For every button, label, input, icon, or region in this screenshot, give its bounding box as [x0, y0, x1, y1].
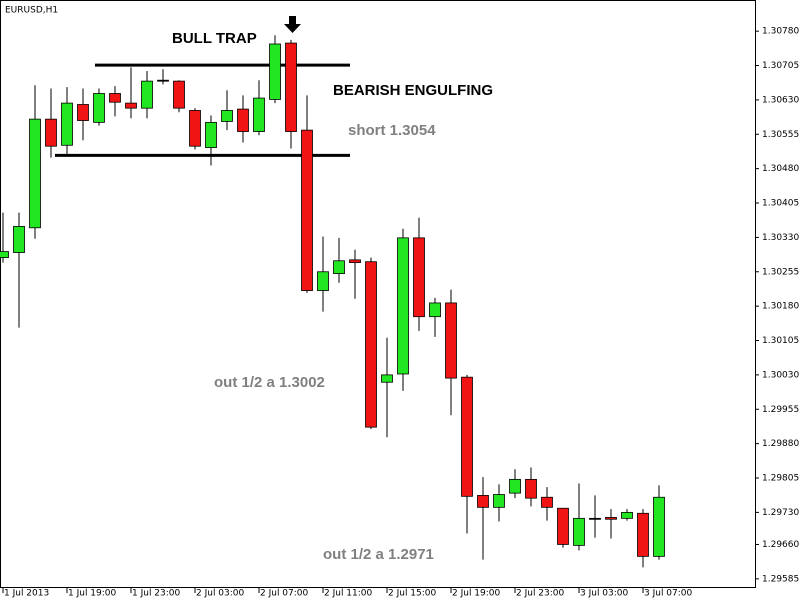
candle-body: [317, 271, 329, 291]
candle-body: [525, 478, 537, 499]
candle-body: [461, 376, 473, 497]
x-tick-label: 2 Jul 11:00: [324, 589, 373, 599]
candle-body: [45, 118, 57, 147]
x-tick-label: 1 Jul 2013: [4, 589, 49, 599]
plot-frame: [0, 0, 756, 588]
y-tick-label: 1.29660: [762, 540, 799, 550]
candle-body: [349, 259, 361, 264]
candle-body: [109, 93, 121, 103]
candle-body: [221, 110, 233, 122]
candle-body: [397, 237, 409, 375]
candle-body: [381, 374, 393, 383]
y-tick-label: 1.29585: [762, 574, 799, 584]
x-tick-label: 3 Jul 03:00: [580, 589, 629, 599]
candle-body: [653, 496, 665, 557]
candle-body: [333, 260, 345, 275]
candle-body: [125, 102, 137, 109]
candle-body: [637, 512, 649, 557]
candle-body: [157, 79, 169, 82]
x-tick-label: 2 Jul 15:00: [388, 589, 437, 599]
candle-body: [205, 121, 217, 148]
x-tick-label: 3 Jul 07:00: [644, 589, 693, 599]
candle-body: [493, 494, 505, 508]
y-tick-label: 1.29805: [762, 474, 799, 484]
candle-body: [61, 102, 73, 146]
candle-body: [269, 43, 281, 100]
candle-body: [13, 226, 25, 253]
candle-body: [541, 496, 553, 508]
y-tick-label: 1.30255: [762, 267, 799, 277]
y-tick-label: 1.30105: [762, 336, 799, 346]
candle-body: [189, 110, 201, 147]
y-tick-label: 1.30330: [762, 233, 799, 243]
y-tick-label: 1.29730: [762, 508, 799, 518]
candle-body: [301, 129, 313, 291]
y-tick-label: 1.30630: [762, 95, 799, 105]
annotation: out 1/2 a 1.3002: [214, 374, 325, 391]
y-tick-label: 1.30030: [762, 370, 799, 380]
candle-body: [365, 261, 377, 428]
x-tick-label: 2 Jul 07:00: [260, 589, 309, 599]
y-tick-label: 1.30405: [762, 199, 799, 209]
y-tick-label: 1.30480: [762, 164, 799, 174]
annotation: BEARISH ENGULFING: [333, 82, 493, 99]
candle-body: [509, 478, 521, 494]
candle-body: [557, 507, 569, 545]
x-tick-label: 1 Jul 19:00: [68, 589, 117, 599]
candle-body: [77, 104, 89, 121]
candle-body: [413, 237, 425, 318]
x-tick-label: 2 Jul 19:00: [452, 589, 501, 599]
candle-body: [173, 80, 185, 109]
annotation: short 1.3054: [348, 122, 436, 139]
candle-body: [429, 302, 441, 318]
x-tick-label: 2 Jul 03:00: [196, 589, 245, 599]
arrow: [284, 16, 301, 33]
candle-body: [621, 511, 633, 519]
candle-body: [29, 118, 41, 229]
y-tick-label: 1.30180: [762, 302, 799, 312]
chart-title: EURUSD,H1: [5, 6, 58, 16]
candle-body: [445, 302, 457, 379]
candle-body: [141, 80, 153, 109]
annotation: out 1/2 a 1.2971: [323, 546, 434, 563]
x-tick-label: 1 Jul 23:00: [132, 589, 181, 599]
candle-body: [477, 495, 489, 508]
y-tick-label: 1.30780: [762, 27, 799, 37]
x-tick-label: 2 Jul 23:00: [516, 589, 565, 599]
candle-body: [573, 517, 585, 546]
candle-body: [285, 42, 297, 132]
candle-body: [0, 251, 9, 258]
candle-body: [93, 93, 105, 123]
annotation: BULL TRAP: [172, 30, 257, 47]
candle-body: [237, 108, 249, 132]
y-tick-label: 1.29955: [762, 405, 799, 415]
y-tick-label: 1.30555: [762, 130, 799, 140]
candle-body: [589, 517, 601, 520]
candle-body: [253, 97, 265, 132]
candle-body: [605, 517, 617, 520]
y-tick-label: 1.30705: [762, 61, 799, 71]
y-tick-label: 1.29880: [762, 439, 799, 449]
